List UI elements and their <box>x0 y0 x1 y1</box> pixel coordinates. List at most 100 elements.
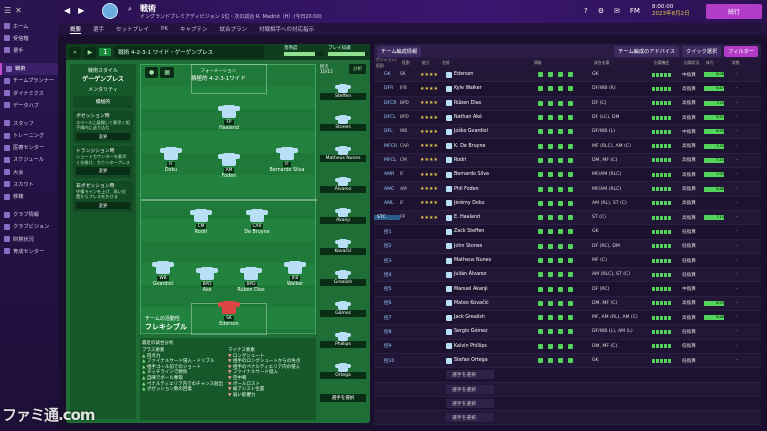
position-cell[interactable]: DFCL <box>384 115 396 121</box>
analysis-button[interactable]: 分析 <box>349 64 366 74</box>
role-cell[interactable]: BPD <box>400 100 409 106</box>
role-cell[interactable]: IFB <box>400 86 407 92</box>
pitch-player-amr[interactable]: IF Bernardo Silva <box>265 147 309 173</box>
player-name-cell[interactable]: Manuel Akanji <box>440 286 532 293</box>
position-cell[interactable]: DFCR <box>384 100 397 106</box>
sidebar-item[interactable]: 医療センター <box>0 142 58 154</box>
squad-row[interactable]: DFR IFB ★★★★ Kyle Walker DF/WB (R) 高換算 6.87 - <box>374 82 761 97</box>
empty-squad-row[interactable]: 選手を選択 <box>374 411 761 426</box>
select-player-dropdown[interactable]: 選手を選択 <box>446 398 494 408</box>
grid-icon[interactable]: ▦ <box>160 67 174 78</box>
player-name-cell[interactable]: Jérémy Doku <box>440 200 532 207</box>
player-name-cell[interactable]: Kyle Walker <box>440 85 532 92</box>
settings-icon[interactable]: ⚙ <box>597 7 604 15</box>
player-name-cell[interactable]: 選手を選択 <box>440 384 532 394</box>
position-cell[interactable]: 控9 <box>384 344 392 350</box>
player-name-cell[interactable]: Jack Grealish <box>440 314 532 321</box>
club-crest-icon[interactable] <box>102 3 118 19</box>
squad-row[interactable]: 控5 Manuel Akanji DF (RC) 中換算 - <box>374 282 761 297</box>
expand-icon[interactable]: ▶ <box>83 46 97 58</box>
position-cell[interactable]: DFR <box>384 86 394 92</box>
squad-row[interactable]: 控10 Stefan Ortega GK 低換算 - <box>374 353 761 369</box>
position-cell[interactable]: AMC <box>384 186 395 192</box>
role-cell[interactable]: IF <box>400 172 404 178</box>
select-player-slot[interactable]: 選手を選択 <box>320 394 366 425</box>
tab-2[interactable]: セットプレイ <box>116 27 150 33</box>
sidebar-item[interactable]: クラブ情報 <box>0 209 58 221</box>
col-header[interactable]: 役割 <box>402 60 410 65</box>
col-header[interactable]: 名前 <box>442 60 450 65</box>
squad-row[interactable]: MFCR CAR ★★★★ K. De Bruyne MF (RLC), AM (C) 高… <box>374 139 761 154</box>
role-cell[interactable]: CAR <box>400 143 409 149</box>
advice-select[interactable]: チーム編成のアドバイス <box>614 45 680 57</box>
pitch-player-dr[interactable]: IFB Walker <box>273 261 317 287</box>
squad-row[interactable]: AML IF ★★★★ Jérémy Doku AM (RL), ST (C) 高換算 - <box>374 197 761 211</box>
mail-icon[interactable]: ✉ <box>614 7 620 15</box>
sidebar-item[interactable]: チームプランナー <box>0 75 58 87</box>
sub-player[interactable]: Stones <box>320 115 366 146</box>
select-player-dropdown[interactable]: 選手を選択 <box>446 413 494 423</box>
player-name-cell[interactable]: Stefan Ortega <box>440 357 532 364</box>
col-header[interactable]: ポジション/役割 <box>376 57 397 68</box>
tactic-select[interactable]: 戦術 4-2-3-1 ワイド・ゲーゲンプレス <box>114 46 265 58</box>
player-name-cell[interactable]: K. De Bruyne <box>440 143 532 150</box>
sub-player[interactable]: Álvarez <box>320 177 366 208</box>
sidebar-item[interactable]: 大会 <box>0 166 58 178</box>
player-name-cell[interactable]: 選手を選択 <box>440 370 532 380</box>
sub-player[interactable]: Steffen <box>320 84 366 115</box>
player-name-cell[interactable]: Mateo Kovačić <box>440 300 532 307</box>
position-cell[interactable]: 控4 <box>384 272 392 278</box>
position-cell[interactable]: MFCL <box>384 157 397 163</box>
col-header[interactable]: 情報 <box>534 60 542 65</box>
sidebar-item[interactable]: スケジュール <box>0 154 58 166</box>
tab-5[interactable]: 試合プラン <box>219 27 248 33</box>
pitch-player-gk[interactable]: SK Ederson <box>207 301 251 327</box>
tab-0[interactable]: 概要 <box>70 26 82 34</box>
sub-player[interactable]: Akanji <box>320 208 366 239</box>
pitch-player-st[interactable]: FP Haaland <box>207 105 251 131</box>
role-cell[interactable]: FP <box>400 215 406 221</box>
tactic-slot-number[interactable]: 1 <box>99 48 112 56</box>
col-header[interactable]: 試合出場 <box>594 60 610 65</box>
player-name-cell[interactable]: John Stones <box>440 243 532 250</box>
card-change-button[interactable]: 変更 <box>76 201 130 210</box>
select-player-dropdown[interactable]: 選手を選択 <box>446 384 494 394</box>
fm-logo-icon[interactable]: FM <box>629 7 640 15</box>
sidebar-item[interactable]: 財務状況 <box>0 233 58 245</box>
squad-row[interactable]: AMR IF ★★★★ Bernardo Silva MF/AM (RLC) 高換算 7.0… <box>374 168 761 183</box>
squad-row[interactable]: DFCL BPD ★★★★ Nathan Aké DF (LC), DM 高換算 6.91 - <box>374 111 761 126</box>
squad-row[interactable]: AMC AM ★★★★ Phil Foden MF/AM (RLC) 高換算 6.88 - <box>374 182 761 197</box>
player-name-cell[interactable]: Sergio Gómez <box>440 328 532 335</box>
sub-player[interactable]: Matheus Nunes <box>320 146 366 177</box>
squad-row[interactable]: 控3 Matheus Nunes MF (C) 低換算 - <box>374 254 761 269</box>
help-icon[interactable]: ? <box>584 7 588 15</box>
position-cell[interactable]: AMR <box>384 172 395 178</box>
pitch-player-dml[interactable]: CM Rodri <box>179 209 223 235</box>
squad-row[interactable]: DFL WB ★★★★ Joško Gvardiol DF/WB (L) 中換算 6.93 - <box>374 125 761 140</box>
player-name-cell[interactable]: Zack Steffen <box>440 228 532 235</box>
pitch-player-dcr[interactable]: BPD Rúben Dias <box>229 267 273 293</box>
pitch-player-dcl[interactable]: BPD Aké <box>185 267 229 293</box>
col-header[interactable]: 状態 <box>732 60 740 65</box>
squad-row[interactable]: 控7 Jack Grealish MF, AM (RL), AM (C) 高換算 6.6… <box>374 311 761 326</box>
player-name-cell[interactable]: Matheus Nunes <box>440 257 532 264</box>
style-value[interactable]: ゲーゲンプレス <box>82 76 124 83</box>
sub-player[interactable]: Gómez <box>320 301 366 332</box>
pitch-player-dmr[interactable]: CAR De Bruyne <box>235 209 279 235</box>
position-cell[interactable]: MFCR <box>384 143 398 149</box>
squad-row[interactable]: 控8 Sergio Gómez DF/WB (L), AM (L) 低換算 - <box>374 325 761 340</box>
empty-squad-row[interactable]: 選手を選択 <box>374 382 761 397</box>
card-change-button[interactable]: 変更 <box>76 167 130 175</box>
position-cell[interactable]: 控8 <box>384 329 392 335</box>
pitch-player-aml[interactable]: IF Doku <box>149 147 193 173</box>
sidebar-item[interactable]: トレーニング <box>0 130 58 142</box>
tab-1[interactable]: 選手 <box>93 27 105 33</box>
card-change-button[interactable]: 変更 <box>76 132 130 141</box>
position-cell[interactable]: AML <box>384 200 394 206</box>
position-cell[interactable]: STC <box>374 215 400 221</box>
position-cell[interactable]: 控2 <box>384 244 392 250</box>
player-name-cell[interactable]: Phil Foden <box>440 186 532 193</box>
position-cell[interactable]: 控5 <box>384 287 392 293</box>
position-cell[interactable]: 控10 <box>384 358 395 364</box>
squad-row[interactable]: 控1 Zack Steffen GK 低換算 - <box>374 225 761 240</box>
